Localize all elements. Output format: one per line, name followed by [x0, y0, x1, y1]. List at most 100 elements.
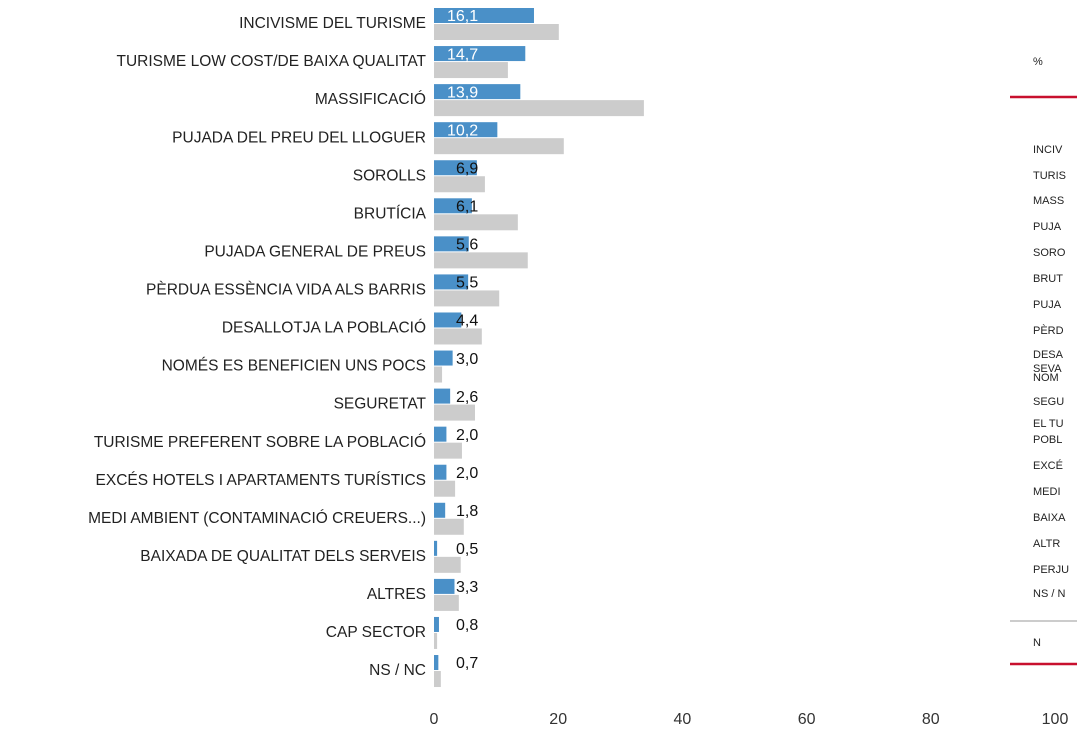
bar: [434, 594, 459, 611]
data-label: 3,3: [456, 579, 478, 596]
bar: [434, 655, 439, 671]
y-tick-label: DESALLOTJA LA POBLACIÓ: [222, 320, 426, 337]
bar: [434, 578, 455, 594]
bar: [434, 46, 526, 62]
bar: [434, 388, 451, 404]
x-tick-label: 40: [674, 711, 692, 728]
bar: [434, 616, 439, 632]
bar: [434, 138, 564, 155]
table-row-label: TURIS: [1033, 170, 1066, 182]
y-tick-label: TURISME PREFERENT SOBRE LA POBLACIÓ: [94, 434, 426, 451]
data-label: 4,4: [456, 313, 478, 330]
bar: [434, 8, 534, 23]
y-tick-label: MASSIFICACIÓ: [315, 91, 426, 108]
bar: [434, 502, 446, 518]
x-tick-label: 80: [922, 711, 940, 728]
y-tick-label: BRUTÍCIA: [354, 205, 427, 222]
data-label: 5,5: [456, 275, 478, 292]
bar: [434, 236, 469, 252]
y-tick-label: BAIXADA DE QUALITAT DELS SERVEIS: [140, 548, 426, 565]
table-row-label: SEGU: [1033, 396, 1064, 408]
table-unit: %: [1033, 56, 1043, 68]
table-row-label: NOM: [1033, 372, 1059, 384]
bar: [434, 62, 508, 79]
bar: [434, 252, 528, 269]
y-tick-label: MEDI AMBIENT (CONTAMINACIÓ CREUERS...): [88, 510, 426, 527]
bar: [434, 198, 472, 214]
table-row-label: DESA: [1033, 349, 1064, 361]
bar: [434, 290, 500, 307]
x-tick-label: 20: [549, 711, 567, 728]
data-label: 2,0: [456, 427, 478, 444]
bar: [434, 328, 482, 345]
table-row-label: SORO: [1033, 247, 1066, 259]
bar: [434, 426, 447, 442]
y-tick-label: ALTRES: [367, 586, 426, 603]
data-label: 5,6: [456, 237, 478, 254]
y-tick-label: TURISME LOW COST/DE BAIXA QUALITAT: [117, 53, 427, 70]
bar: [434, 24, 559, 40]
table-row-label: NS / N: [1033, 588, 1065, 600]
table-row-label: PÈRD: [1033, 324, 1064, 337]
table-row-label: PUJA: [1033, 299, 1062, 311]
y-tick-label: CAP SECTOR: [326, 624, 426, 641]
y-tick-label: PÈRDUA ESSÈNCIA VIDA ALS BARRIS: [146, 282, 426, 299]
data-label: 0,8: [456, 617, 478, 634]
bar: [434, 312, 462, 328]
data-label: 0,7: [456, 655, 478, 672]
table-row-label: PUJA: [1033, 221, 1062, 233]
table-row-label: POBL: [1033, 434, 1062, 446]
bar: [434, 464, 447, 480]
x-tick-label: 100: [1042, 711, 1069, 728]
bar: [434, 518, 464, 535]
table-footer: N: [1033, 637, 1041, 649]
table-row-label: BAIXA: [1033, 512, 1066, 524]
y-tick-label: NOMÉS ES BENEFICIEN UNS POCS: [162, 358, 426, 375]
y-tick-label: SOROLLS: [353, 167, 426, 184]
y-tick-label: EXCÉS HOTELS I APARTAMENTS TURÍSTICS: [96, 472, 426, 489]
bar: [434, 176, 485, 193]
data-label: 0,5: [456, 541, 478, 558]
bar: [434, 480, 456, 497]
data-label: 6,1: [456, 199, 478, 216]
table-row-label: MASS: [1033, 195, 1064, 207]
data-label: 6,9: [456, 160, 478, 177]
data-label: 2,0: [456, 465, 478, 482]
table-row-label: SEVA: [1033, 363, 1062, 375]
data-label: 2,6: [456, 389, 478, 406]
x-tick-label: 0: [430, 711, 439, 728]
data-label: 1,8: [456, 503, 478, 520]
data-label: 13,9: [447, 84, 478, 101]
bar: [434, 274, 469, 290]
y-tick-label: NS / NC: [369, 662, 426, 679]
y-tick-label: SEGURETAT: [334, 396, 427, 413]
table-row-label: PERJU: [1033, 564, 1069, 576]
data-label: 10,2: [447, 122, 478, 139]
data-label: 14,7: [447, 46, 478, 63]
x-tick-label: 60: [798, 711, 816, 728]
table-row-label: MEDI: [1033, 486, 1061, 498]
data-label: 3,0: [456, 351, 478, 368]
y-tick-label: PUJADA DEL PREU DEL LLOGUER: [172, 129, 426, 146]
bar: [434, 84, 521, 100]
table-row-label: BRUT: [1033, 273, 1063, 285]
bar: [434, 122, 498, 138]
bar: [434, 671, 441, 688]
bar: [434, 404, 475, 421]
table-row-label: EXCÉ: [1033, 459, 1063, 472]
bar: [434, 540, 438, 556]
bar: [434, 632, 438, 649]
data-label: 16,1: [447, 8, 478, 25]
bar: [434, 350, 453, 366]
y-tick-label: PUJADA GENERAL DE PREUS: [204, 243, 426, 260]
table-row-label: INCIV: [1033, 144, 1063, 156]
bar: [434, 366, 443, 383]
table-row-label: EL TU: [1033, 418, 1064, 430]
bar: [434, 556, 461, 573]
bar: [434, 160, 477, 176]
bar: [434, 100, 644, 117]
bar: [434, 214, 518, 231]
y-tick-label: INCIVISME DEL TURISME: [239, 15, 426, 32]
bar: [434, 442, 462, 459]
